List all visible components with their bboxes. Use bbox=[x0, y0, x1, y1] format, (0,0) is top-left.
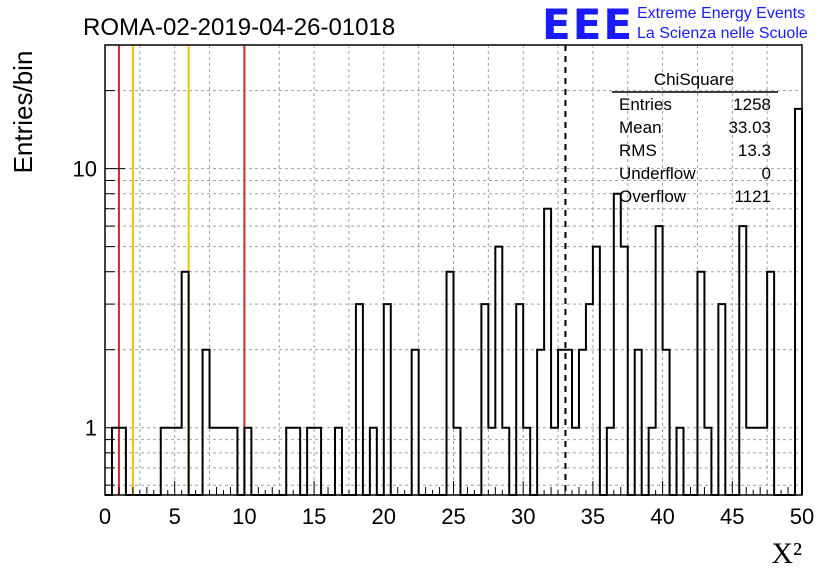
logo-mark: EEE bbox=[542, 0, 634, 49]
x-tick-label: 50 bbox=[790, 504, 814, 529]
eee-logo: EEE Extreme Energy Events La Scienza nel… bbox=[542, 0, 808, 49]
stats-label: RMS bbox=[619, 141, 657, 160]
y-tick-label: 10 bbox=[73, 157, 97, 182]
logo-line-2: La Scienza nelle Scuole bbox=[637, 25, 808, 42]
y-tick-label: 1 bbox=[85, 416, 97, 441]
logo-line-1: Extreme Energy Events bbox=[637, 5, 805, 22]
x-tick-labels: 0 5 10 15 20 25 30 35 40 45 50 bbox=[99, 504, 814, 529]
x-tick-label: 0 bbox=[99, 504, 111, 529]
y-tick-labels: 1 10 bbox=[73, 157, 97, 441]
stats-value: 1258 bbox=[733, 95, 771, 114]
y-axis-label: Entries/bin bbox=[8, 51, 38, 174]
x-axis-label: X² bbox=[771, 537, 802, 570]
x-tick-label: 25 bbox=[441, 504, 465, 529]
stats-label: Mean bbox=[619, 118, 662, 137]
axis-ticks bbox=[104, 44, 803, 495]
stats-box: ChiSquare Entries 1258 Mean 33.03 RMS 13.3 Und… bbox=[612, 70, 778, 206]
stats-label: Entries bbox=[619, 95, 672, 114]
x-tick-label: 20 bbox=[372, 504, 396, 529]
x-tick-label: 35 bbox=[581, 504, 605, 529]
x-tick-label: 15 bbox=[302, 504, 326, 529]
x-tick-label: 30 bbox=[511, 504, 535, 529]
x-tick-label: 5 bbox=[169, 504, 181, 529]
stats-value: 1121 bbox=[734, 187, 771, 206]
stats-title: ChiSquare bbox=[654, 70, 734, 89]
stats-value: 13.3 bbox=[738, 141, 771, 160]
x-tick-label: 45 bbox=[720, 504, 744, 529]
stats-label: Overflow bbox=[619, 187, 687, 206]
stats-rows: Entries 1258 Mean 33.03 RMS 13.3 Underflow 0 Ove… bbox=[619, 95, 771, 206]
stats-value: 0 bbox=[762, 164, 771, 183]
x-tick-label: 40 bbox=[650, 504, 674, 529]
plot-title: ROMA-02-2019-04-26-01018 bbox=[83, 14, 395, 41]
x-tick-label: 10 bbox=[232, 504, 256, 529]
stats-label: Underflow bbox=[619, 164, 696, 183]
stats-value: 33.03 bbox=[728, 118, 771, 137]
